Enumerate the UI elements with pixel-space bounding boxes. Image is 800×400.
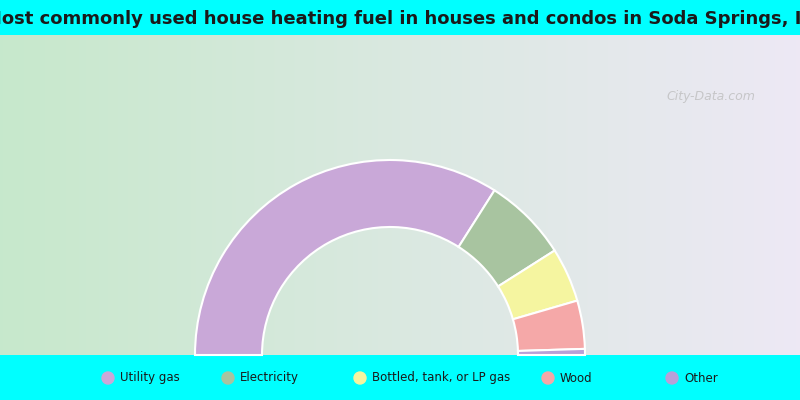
Circle shape <box>542 372 554 384</box>
Circle shape <box>666 372 678 384</box>
Text: Most commonly used house heating fuel in houses and condos in Soda Springs, ID: Most commonly used house heating fuel in… <box>0 10 800 28</box>
Text: Electricity: Electricity <box>240 372 299 384</box>
Circle shape <box>102 372 114 384</box>
Wedge shape <box>513 300 585 351</box>
Circle shape <box>222 372 234 384</box>
Wedge shape <box>498 250 578 319</box>
Text: Other: Other <box>684 372 718 384</box>
Text: Wood: Wood <box>560 372 593 384</box>
Wedge shape <box>518 349 585 355</box>
Text: City-Data.com: City-Data.com <box>666 90 755 103</box>
Text: Utility gas: Utility gas <box>120 372 180 384</box>
Circle shape <box>354 372 366 384</box>
Wedge shape <box>195 160 494 355</box>
Wedge shape <box>458 190 554 286</box>
Text: Bottled, tank, or LP gas: Bottled, tank, or LP gas <box>372 372 510 384</box>
